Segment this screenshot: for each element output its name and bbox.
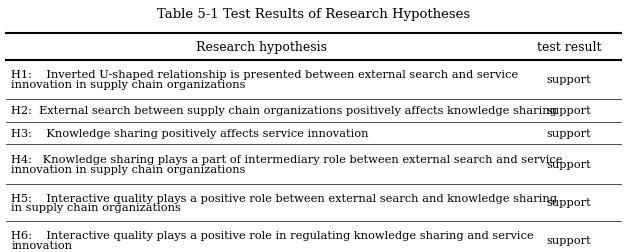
Text: innovation: innovation xyxy=(11,240,72,250)
Text: support: support xyxy=(547,235,591,245)
Text: H6:    Interactive quality plays a positive role in regulating knowledge sharing: H6: Interactive quality plays a positive… xyxy=(11,230,534,240)
Text: support: support xyxy=(547,75,591,85)
Text: Table 5-1 Test Results of Research Hypotheses: Table 5-1 Test Results of Research Hypot… xyxy=(157,8,470,20)
Text: support: support xyxy=(547,198,591,208)
Text: test result: test result xyxy=(537,41,601,54)
Text: Research hypothesis: Research hypothesis xyxy=(196,41,327,54)
Text: in supply chain organizations: in supply chain organizations xyxy=(11,202,181,212)
Text: support: support xyxy=(547,160,591,169)
Text: H3:    Knowledge sharing positively affects service innovation: H3: Knowledge sharing positively affects… xyxy=(11,129,369,139)
Text: support: support xyxy=(547,106,591,116)
Text: innovation in supply chain organizations: innovation in supply chain organizations xyxy=(11,165,246,174)
Text: H1:    Inverted U-shaped relationship is presented between external search and s: H1: Inverted U-shaped relationship is pr… xyxy=(11,70,519,80)
Text: innovation in supply chain organizations: innovation in supply chain organizations xyxy=(11,80,246,90)
Text: H2:  External search between supply chain organizations positively affects knowl: H2: External search between supply chain… xyxy=(11,106,557,116)
Text: H5:    Interactive quality plays a positive role between external search and kno: H5: Interactive quality plays a positive… xyxy=(11,193,557,203)
Text: support: support xyxy=(547,129,591,139)
Text: H4:   Knowledge sharing plays a part of intermediary role between external searc: H4: Knowledge sharing plays a part of in… xyxy=(11,154,563,164)
